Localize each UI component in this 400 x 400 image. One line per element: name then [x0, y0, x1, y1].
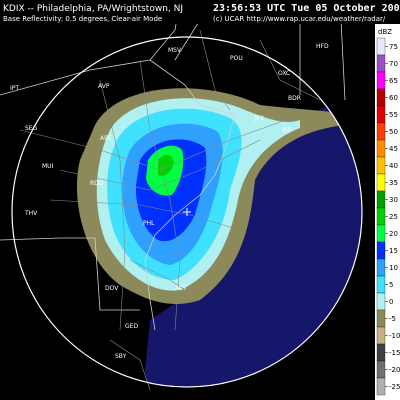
- color-swatch: [376, 343, 386, 362]
- level-label: 65: [389, 77, 398, 85]
- level-label: 25: [389, 213, 398, 221]
- color-swatch: [376, 71, 386, 90]
- city-label: JFK: [254, 115, 265, 122]
- level-label: 60: [389, 94, 398, 102]
- level-label: 70: [389, 60, 398, 68]
- credit: (c) UCAR http://www.rap.ucar.edu/weather…: [213, 15, 386, 23]
- city-label: POU: [230, 55, 243, 62]
- city-label: ABE: [100, 135, 112, 142]
- level-label: 30: [389, 196, 398, 204]
- level-label: -10: [389, 332, 400, 340]
- level-label: -5: [389, 315, 396, 323]
- colorbar: 757065605550454035302520151050-5-10-15-2…: [376, 37, 400, 396]
- level-label: 15: [389, 247, 398, 255]
- city-label: SBY: [115, 353, 127, 360]
- color-swatch: [376, 156, 386, 175]
- level-label: 55: [389, 111, 398, 119]
- color-swatch: [376, 207, 386, 226]
- color-swatch: [376, 292, 386, 311]
- level-label: 40: [389, 162, 398, 170]
- level-label: 75: [389, 43, 398, 51]
- city-label: THV: [24, 210, 38, 217]
- city-label: DOV: [105, 285, 119, 292]
- city-label: IPT: [10, 85, 19, 92]
- city-label: ACY: [175, 285, 187, 292]
- level-label: -20: [389, 366, 400, 374]
- color-swatch: [376, 377, 386, 396]
- color-swatch: [376, 88, 386, 107]
- city-label: AVP: [98, 83, 110, 90]
- level-label: 0: [389, 298, 393, 306]
- city-label: SEG: [25, 125, 38, 132]
- color-swatch: [376, 173, 386, 192]
- color-swatch: [376, 105, 386, 124]
- level-label: 20: [389, 230, 398, 238]
- city-labels: MSV POU HFD IPT AVP ABE SEG MUI THV RDG …: [10, 43, 329, 360]
- color-swatch: [376, 37, 386, 56]
- color-swatch: [376, 122, 386, 141]
- city-label: RDG: [90, 180, 104, 187]
- color-swatch: [376, 139, 386, 158]
- level-label: 10: [389, 264, 398, 272]
- color-swatch: [376, 258, 386, 277]
- echo: [76, 88, 346, 305]
- level-label: -25: [389, 383, 400, 391]
- station-title: KDIX -- Philadelphia, PA/Wrightstown, NJ: [3, 4, 183, 14]
- level-label: 50: [389, 128, 398, 136]
- city-label: ISP: [282, 127, 292, 134]
- product-label: Base Reflectivity: 0.5 degrees, Clear-ai…: [3, 15, 162, 23]
- level-label: 45: [389, 145, 398, 153]
- color-swatch: [376, 224, 386, 243]
- city-label: MUI: [42, 163, 54, 170]
- color-swatch: [376, 360, 386, 379]
- header-background: [0, 0, 375, 24]
- city-label: GED: [125, 323, 138, 330]
- level-label: -15: [389, 349, 400, 357]
- city-label: PHL: [143, 220, 155, 227]
- level-label: 5: [389, 281, 393, 289]
- color-swatch: [376, 326, 386, 345]
- color-swatch: [376, 54, 386, 73]
- color-swatch: [376, 241, 386, 260]
- level-label: 35: [389, 179, 398, 187]
- city-label: BDR: [288, 95, 301, 102]
- city-label: HFD: [316, 43, 329, 50]
- color-swatch: [376, 275, 386, 294]
- timestamp: 23:56:53 UTC Tue 05 October 2004: [213, 3, 400, 14]
- colorbar-unit: dBZ: [378, 28, 392, 36]
- city-label: OXC: [278, 70, 290, 77]
- color-swatch: [376, 309, 386, 328]
- color-swatch: [376, 190, 386, 209]
- city-label: MSV: [168, 47, 182, 54]
